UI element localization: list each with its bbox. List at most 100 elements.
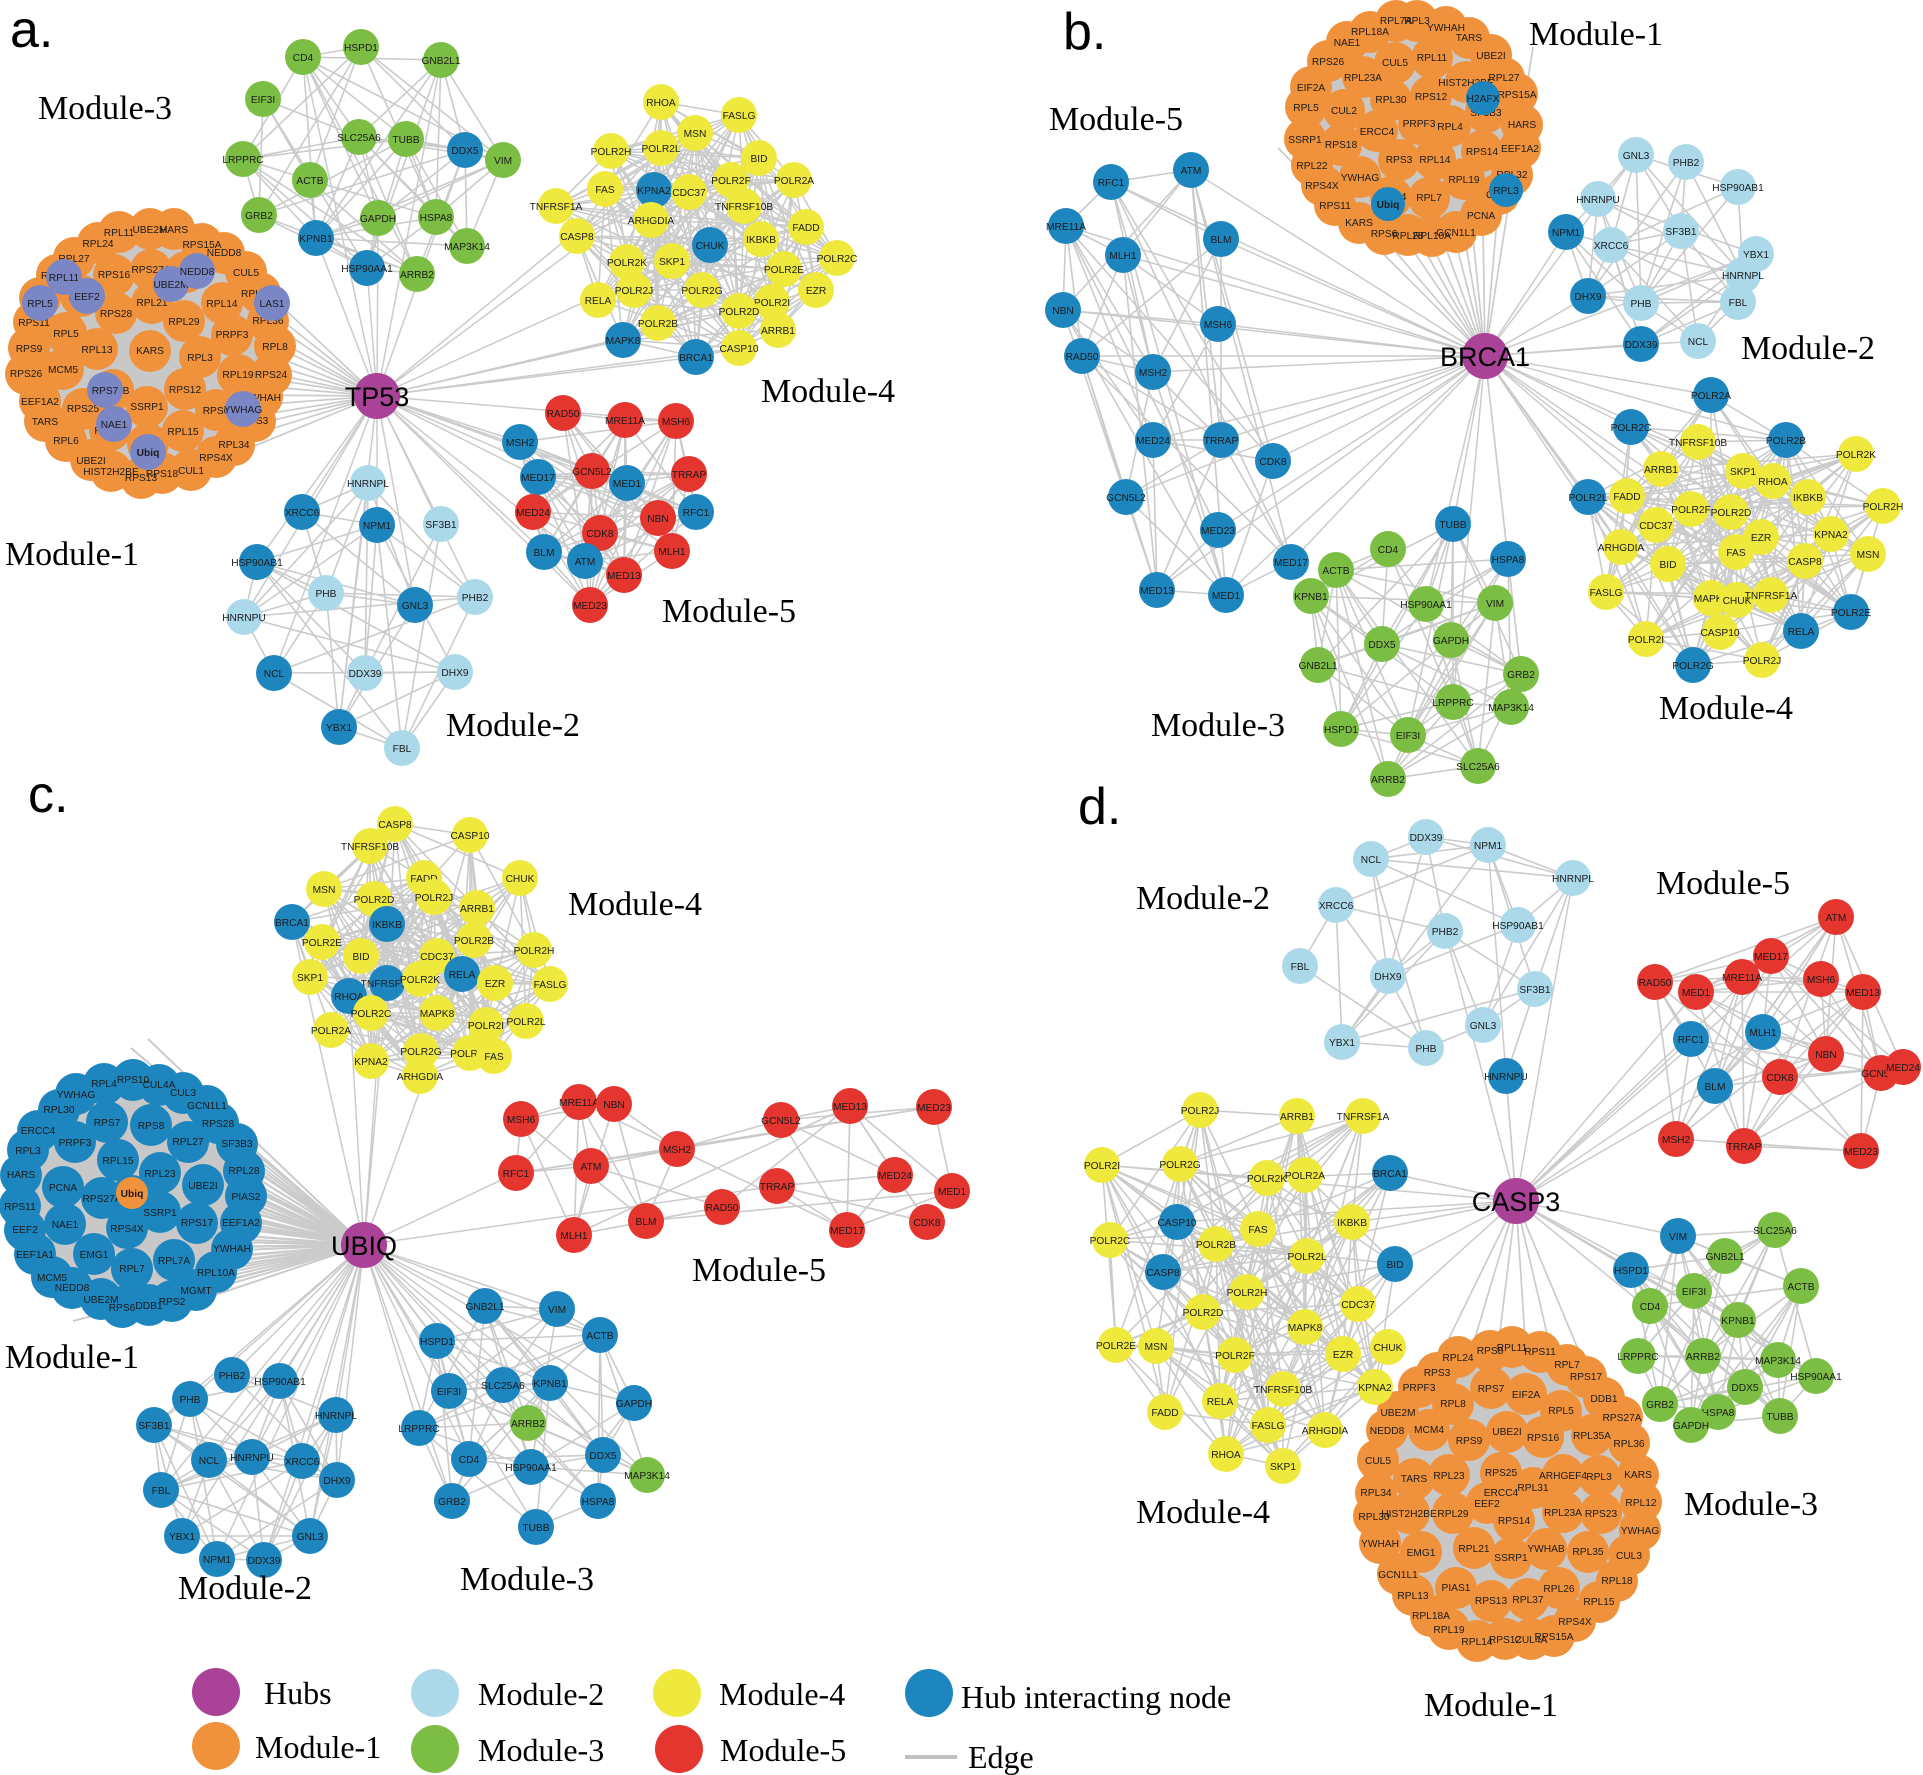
svg-text:CASP8: CASP8 [1788,557,1822,568]
svg-text:UBIQ: UBIQ [331,1231,397,1261]
svg-text:XRCC6: XRCC6 [1594,241,1629,252]
svg-text:HARS: HARS [7,1170,36,1181]
svg-text:EZR: EZR [485,979,505,990]
svg-text:EEF1A2: EEF1A2 [21,397,59,408]
svg-text:PHB2: PHB2 [1673,158,1700,169]
svg-text:CASP8: CASP8 [560,232,594,243]
svg-text:RPL11: RPL11 [104,228,135,239]
svg-text:RPS16: RPS16 [1527,1433,1560,1444]
svg-text:Ubiq: Ubiq [1377,200,1400,211]
svg-text:FAS: FAS [1726,548,1745,559]
svg-text:RPL11: RPL11 [1497,1343,1528,1354]
svg-text:POLR2C: POLR2C [1090,1236,1131,1247]
svg-text:CDK8: CDK8 [1766,1073,1794,1084]
svg-text:RPS13: RPS13 [125,473,158,484]
svg-text:MED24: MED24 [1136,436,1170,447]
svg-text:RPL29: RPL29 [1437,1509,1468,1520]
svg-text:RPL3: RPL3 [1586,1472,1612,1483]
svg-text:NPM1: NPM1 [203,1555,232,1566]
svg-text:EEF1A1: EEF1A1 [16,1250,54,1261]
svg-text:RPL14: RPL14 [206,299,237,310]
svg-text:Ubiq: Ubiq [121,1189,144,1200]
svg-text:RPS4X: RPS4X [1305,181,1339,192]
svg-text:PHB: PHB [1631,299,1652,310]
svg-text:MSH2: MSH2 [1662,1135,1691,1146]
svg-text:RPL30: RPL30 [1358,1512,1389,1523]
svg-text:RPL7: RPL7 [1416,193,1442,204]
svg-text:Module-3: Module-3 [38,90,172,127]
svg-text:RPL7A: RPL7A [158,1256,190,1267]
svg-text:TNFRSF10B: TNFRSF10B [1669,438,1728,449]
svg-text:POLR2G: POLR2G [1672,661,1713,672]
svg-text:TRRAP: TRRAP [672,470,707,481]
svg-text:SF3B1: SF3B1 [138,1421,169,1432]
svg-text:RPS15A: RPS15A [182,240,221,251]
svg-text:RPS7: RPS7 [94,1118,121,1129]
svg-text:MED13: MED13 [833,1102,867,1113]
svg-text:IKBKB: IKBKB [1793,493,1823,504]
svg-text:ARHGDIA: ARHGDIA [628,216,675,227]
svg-text:TARS: TARS [32,417,59,428]
svg-text:PHB2: PHB2 [219,1371,246,1382]
svg-text:GNB2L1: GNB2L1 [1298,661,1337,672]
svg-text:RPS6: RPS6 [109,1303,136,1314]
svg-text:GCN1L1: GCN1L1 [187,1101,227,1112]
svg-text:CHUK: CHUK [696,241,725,252]
svg-text:POLR2J: POLR2J [615,286,654,297]
svg-text:GNL3: GNL3 [297,1532,324,1543]
svg-text:MSN: MSN [1857,550,1880,561]
svg-text:HSP90AA1: HSP90AA1 [1790,1372,1842,1383]
svg-text:RPL18A: RPL18A [1412,1611,1450,1622]
svg-text:ARRB1: ARRB1 [460,904,494,915]
svg-text:TNFRSF10B: TNFRSF10B [715,202,774,213]
svg-text:RPS17: RPS17 [1570,1372,1603,1383]
svg-text:POLR2C: POLR2C [351,1009,392,1020]
svg-text:UBE2I: UBE2I [188,1181,217,1192]
svg-text:RPS13: RPS13 [1475,1596,1508,1607]
svg-text:IKBKB: IKBKB [1337,1218,1367,1229]
svg-text:MCM5: MCM5 [37,1273,67,1284]
svg-text:POLR2L: POLR2L [1287,1252,1326,1263]
svg-text:RPL28: RPL28 [228,1166,259,1177]
svg-text:NAE1: NAE1 [1334,38,1361,49]
svg-text:MED13: MED13 [607,571,641,582]
svg-text:RPL23A: RPL23A [1544,1508,1582,1519]
svg-text:RPL15: RPL15 [102,1156,133,1167]
svg-text:HSP90AA1: HSP90AA1 [1400,600,1452,611]
svg-text:EZR: EZR [1333,1350,1353,1361]
svg-text:HSPD1: HSPD1 [1614,1266,1648,1277]
svg-text:ARHGDIA: ARHGDIA [1302,1426,1349,1437]
svg-text:ARRB2: ARRB2 [1686,1352,1720,1363]
svg-text:KARS: KARS [1624,1470,1652,1481]
svg-text:UBE2I: UBE2I [76,456,105,467]
svg-text:GNL3: GNL3 [1470,1021,1497,1032]
svg-text:PHB2: PHB2 [462,593,489,604]
svg-text:CD4: CD4 [1640,1302,1661,1313]
svg-text:GNL3: GNL3 [1623,151,1650,162]
svg-text:RPL10A: RPL10A [1413,231,1451,242]
svg-text:TUBB: TUBB [1439,520,1466,531]
svg-text:HNRNPL: HNRNPL [347,479,389,490]
svg-text:MSN: MSN [684,129,707,140]
svg-text:MAPK8: MAPK8 [606,336,641,347]
svg-text:ARHGDIA: ARHGDIA [397,1072,444,1083]
svg-text:TARS: TARS [1401,1474,1428,1485]
svg-text:RPS11: RPS11 [1319,201,1351,212]
svg-text:RPS3: RPS3 [1386,155,1413,166]
svg-text:RPL6: RPL6 [53,436,79,447]
svg-text:EIF3I: EIF3I [437,1387,461,1398]
svg-text:MAP3K14: MAP3K14 [1755,1356,1801,1367]
svg-text:FAS: FAS [595,185,614,196]
svg-text:YWHAH: YWHAH [1427,23,1465,34]
svg-text:MED23: MED23 [1201,526,1235,537]
svg-text:HSPA8: HSPA8 [582,1497,615,1508]
svg-text:NPM1: NPM1 [1552,228,1581,239]
svg-text:MSH6: MSH6 [1204,320,1233,331]
svg-text:RPL5: RPL5 [27,299,53,310]
svg-text:MAPK8: MAPK8 [1694,594,1729,605]
svg-text:EIF3I: EIF3I [251,95,275,106]
svg-text:RAD50: RAD50 [547,409,580,420]
svg-text:UBE2M: UBE2M [153,280,188,291]
svg-text:Module-1: Module-1 [5,536,139,573]
svg-text:YWHAH: YWHAH [1361,1539,1399,1550]
